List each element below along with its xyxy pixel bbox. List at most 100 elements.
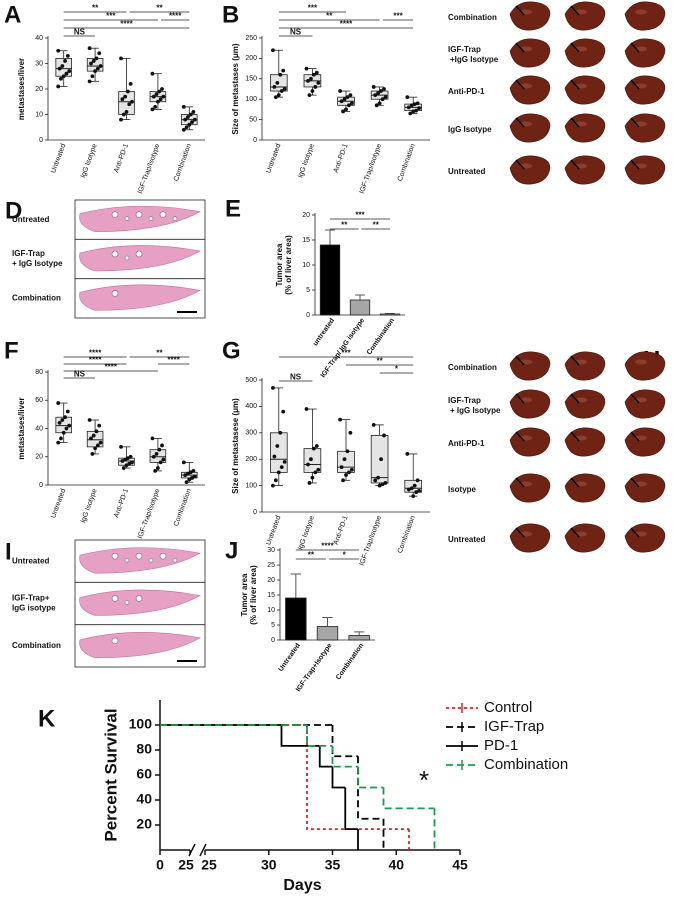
x-tick-label: Untreated	[50, 488, 67, 519]
row-label: Anti-PD-1	[448, 439, 485, 448]
survival-step	[306, 725, 409, 831]
legend-label: IGF-Trap	[484, 718, 544, 735]
data-point	[121, 112, 126, 117]
arrow	[570, 431, 580, 442]
data-point	[120, 97, 125, 102]
data-point	[338, 89, 343, 93]
arrow	[570, 79, 580, 90]
arrow	[515, 5, 525, 16]
significance-label: NS	[74, 370, 86, 379]
significance-label: *	[343, 551, 347, 560]
data-point	[60, 418, 65, 422]
data-point	[281, 68, 286, 73]
data-point	[90, 452, 95, 456]
liver-photo	[564, 113, 606, 143]
x-tick-label: 45	[452, 857, 468, 873]
y-tick-label: 15	[267, 592, 275, 599]
y-tick-label: 0	[39, 482, 43, 489]
row-label: + IgG Isotype	[450, 406, 501, 415]
tissue-lesion	[148, 216, 154, 221]
y-tick-label: 5	[271, 622, 275, 629]
data-point	[64, 71, 69, 76]
y-axis-label: metastases/liver	[17, 397, 26, 459]
data-point	[271, 483, 275, 488]
y-axis-label: Percent Survival	[101, 708, 120, 841]
arrow	[515, 477, 525, 488]
tissue-section	[79, 547, 201, 574]
x-tick-label: Anti-PD-1	[113, 143, 130, 174]
tissue-lesion	[111, 211, 119, 218]
data-point	[307, 481, 312, 485]
liver-highlight	[635, 359, 647, 365]
liver-photo	[509, 523, 551, 553]
survival-step	[344, 787, 358, 831]
data-point	[373, 93, 378, 98]
data-point	[345, 95, 350, 100]
data-point	[411, 494, 416, 499]
data-point	[348, 93, 353, 98]
row-label: IGF-Trap	[12, 249, 45, 258]
tissue-lesion	[111, 290, 119, 297]
data-point	[271, 48, 275, 53]
liver-photo	[564, 1, 606, 31]
significance-label: ***	[393, 12, 403, 21]
y-tick-label: 300	[245, 430, 257, 437]
row-label: IgG Isotype	[448, 125, 492, 134]
significance-label: NS	[290, 373, 302, 382]
data-point	[89, 61, 93, 66]
y-tick-label: 0	[306, 312, 310, 319]
liver-photo	[564, 389, 606, 419]
data-point	[339, 465, 344, 470]
significance-label: **	[341, 221, 348, 230]
data-point	[311, 72, 316, 77]
row-label: Combination	[448, 363, 497, 372]
y-tick-label: 10	[267, 607, 275, 614]
data-point	[373, 478, 378, 483]
liver-photo	[509, 1, 551, 31]
x-tick-label: IgG Isotype	[80, 488, 99, 524]
liver-photo	[624, 389, 666, 419]
data-point	[187, 122, 192, 127]
data-point	[181, 127, 186, 132]
row-label: Untreated	[448, 535, 485, 544]
data-point	[349, 467, 354, 472]
significance-label: **	[308, 551, 315, 560]
data-point	[57, 420, 62, 425]
data-point	[383, 481, 388, 485]
data-point	[97, 51, 102, 56]
liver-photo	[624, 113, 666, 143]
data-point	[414, 108, 419, 113]
y-tick-label: 100	[245, 482, 257, 489]
y-tick-label: 20	[35, 454, 43, 461]
panel-letter: I	[5, 538, 12, 565]
row-label: IGF-Trap	[448, 45, 481, 54]
data-point	[276, 93, 281, 98]
data-point	[63, 415, 67, 420]
liver-photo	[564, 75, 606, 105]
arrow	[515, 42, 525, 53]
row-label: IGF-Trap+	[12, 594, 50, 603]
significance-label: ****	[340, 20, 353, 29]
y-axis-label: metastases/liver	[17, 58, 26, 120]
y-axis-label: Size of metastasese (μm)	[231, 398, 240, 494]
data-point	[344, 107, 348, 112]
data-point	[278, 430, 283, 435]
y-tick-label: 150	[245, 76, 257, 83]
data-point	[158, 460, 163, 465]
data-point	[65, 53, 70, 58]
liver-photo	[564, 427, 606, 457]
arrow	[570, 477, 580, 488]
annotation: *	[419, 765, 429, 795]
tissue-lesion	[135, 250, 143, 258]
data-point	[377, 483, 382, 488]
x-tick-label: 0	[156, 857, 164, 873]
x-tick-label: Combination	[366, 317, 396, 356]
x-tick-label: Untreated	[265, 143, 282, 174]
arrow	[630, 117, 640, 128]
data-point	[184, 125, 189, 130]
x-tick-label: Untreated	[265, 515, 282, 546]
significance-label: ***	[308, 4, 318, 13]
x-tick-label: IgG Isotype	[297, 515, 316, 551]
data-point	[304, 407, 309, 411]
